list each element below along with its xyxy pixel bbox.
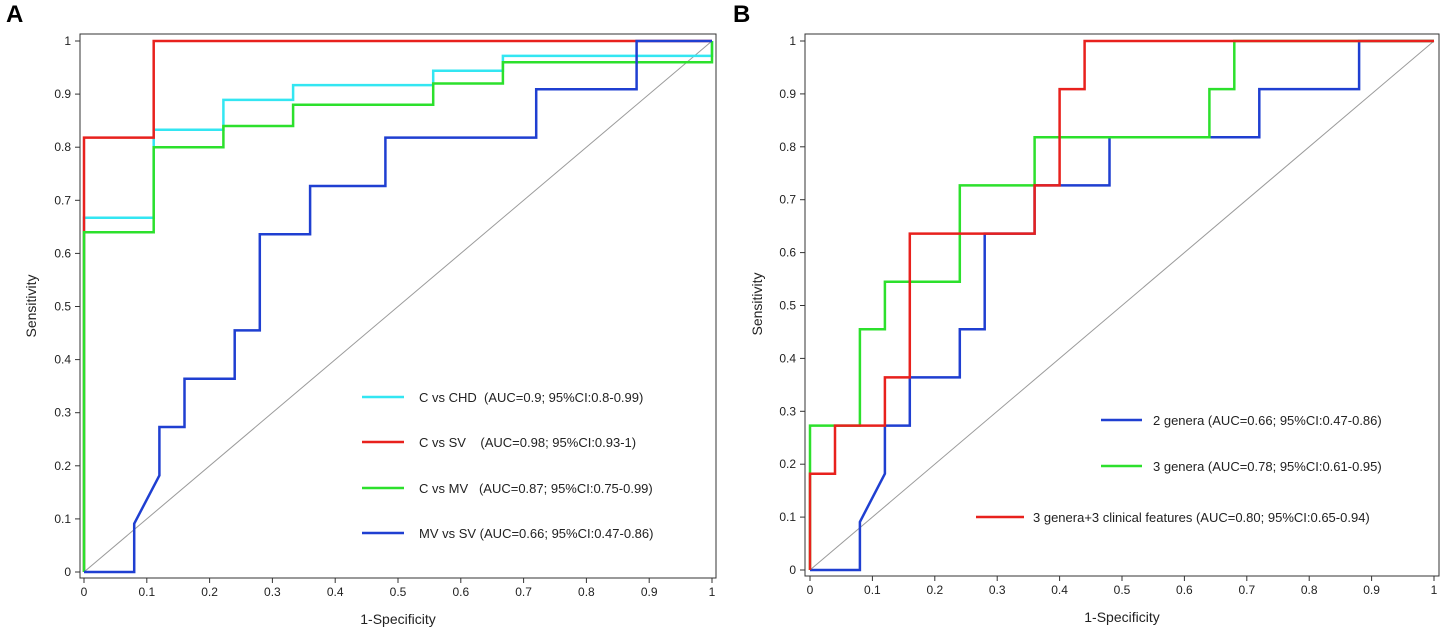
panel-b-y-tick-label: 0 — [789, 563, 796, 577]
panel-b-x-tick-label: 0.4 — [1051, 583, 1068, 597]
legend-label-c-vs-sv: C vs SV (AUC=0.98; 95%CI:0.93-1) — [419, 435, 636, 450]
panel-b-letter: B — [733, 1, 750, 28]
panel-b-roc-curve-2-genera — [810, 39, 1434, 572]
panel-a-y-tick-label: 0.5 — [54, 300, 71, 314]
panel-b-x-tick-label: 1 — [1431, 583, 1438, 597]
legend-label-2-genera: 2 genera (AUC=0.66; 95%CI:0.47-0.86) — [1153, 413, 1382, 428]
panel-a-x-tick-label: 0.5 — [390, 585, 407, 599]
panel-a-x-tick-label: 0.2 — [201, 585, 218, 599]
panel-b-reference-diagonal — [809, 40, 1435, 571]
panel-a-x-tick-label: 0.4 — [327, 585, 344, 599]
panel-a-y-tick-label: 0.7 — [54, 193, 71, 207]
panel-a-x-tick-label: 0.6 — [452, 585, 469, 599]
panel-a-x-tick-label: 0.7 — [515, 585, 532, 599]
panel-b-y-tick-label: 0.8 — [779, 140, 796, 154]
panel-b-y-tick-label: 0.7 — [779, 193, 796, 207]
panel-b: B 0 0.1 0.2 0.3 0.4 0.5 0.6 0.7 0.8 0.9 1 0 0.1 0.2 0.… — [733, 1, 1440, 625]
panel-b-x-tick-label: 0.8 — [1301, 583, 1318, 597]
panel-a: A 0 0.1 0.2 0.3 0.4 0.5 0.6 0.7 0.8 0.9 1 0 0.1 0.2 0.… — [6, 1, 717, 627]
panel-b-x-tick-label: 0 — [807, 583, 814, 597]
panel-b-roc-curve-3-genera — [808, 39, 1434, 570]
panel-a-x-tick-label: 0 — [81, 585, 88, 599]
legend-label-c-vs-chd: C vs CHD (AUC=0.9; 95%CI:0.8-0.99) — [419, 390, 643, 405]
legend-label-mv-vs-sv: MV vs SV (AUC=0.66; 95%CI:0.47-0.86) — [419, 526, 653, 541]
panel-b-roc-curve-3-genera-3-clinical-features — [808, 39, 1434, 570]
panel-a-y-tick-label: 0.8 — [54, 140, 71, 154]
panel-a-y-tick-label: 1 — [64, 34, 71, 48]
panel-a-y-tick-label: 0 — [64, 565, 71, 579]
panel-b-y-tick-label: 1 — [789, 34, 796, 48]
panel-b-y-tick-label: 0.6 — [779, 246, 796, 260]
panel-a-roc-curve-c-vs-mv — [82, 41, 714, 572]
panel-a-y-tick-label: 0.4 — [54, 353, 71, 367]
panel-a-x-tick-label: 0.3 — [264, 585, 281, 599]
panel-b-x-tick-label: 0.5 — [1114, 583, 1131, 597]
panel-a-roc-curve-mv-vs-sv — [84, 39, 712, 574]
panel-b-axes: 0 0.1 0.2 0.3 0.4 0.5 0.6 0.7 0.8 0.9 1 0 0.1 0.2 0.3 0… — [779, 34, 1437, 597]
panel-a-y-tick-label: 0.9 — [54, 87, 71, 101]
panel-a-y-tick-label: 0.1 — [54, 512, 71, 526]
panel-b-y-tick-label: 0.9 — [779, 87, 796, 101]
panel-a-x-tick-label: 0.1 — [138, 585, 155, 599]
panel-a-y-tick-label: 0.3 — [54, 406, 71, 420]
panel-b-y-tick-label: 0.2 — [779, 457, 796, 471]
legend-label-3-genera: 3 genera (AUC=0.78; 95%CI:0.61-0.95) — [1153, 459, 1382, 474]
panel-a-y-tick-label: 0.2 — [54, 459, 71, 473]
legend-label-c-vs-mv: C vs MV (AUC=0.87; 95%CI:0.75-0.99) — [419, 481, 653, 496]
legend-label-3-genera-3-clinical: 3 genera+3 clinical features (AUC=0.80; … — [1033, 510, 1370, 525]
panel-b-x-tick-label: 0.3 — [989, 583, 1006, 597]
panel-b-x-tick-label: 0.9 — [1363, 583, 1380, 597]
panel-a-y-tick-label: 0.6 — [54, 246, 71, 260]
panel-b-y-tick-label: 0.5 — [779, 299, 796, 313]
panel-a-curves — [82, 39, 714, 574]
panel-a-axes: 0 0.1 0.2 0.3 0.4 0.5 0.6 0.7 0.8 0.9 1 0 0.1 0.2 0.3 0… — [54, 34, 715, 599]
panel-b-x-tick-label: 0.2 — [926, 583, 943, 597]
panel-a-x-tick-label: 1 — [709, 585, 716, 599]
panel-b-x-axis-title: 1-Specificity — [1084, 609, 1159, 625]
panel-a-legend: C vs CHD (AUC=0.9; 95%CI:0.8-0.99) C vs … — [362, 390, 653, 541]
panel-b-y-tick-label: 0.4 — [779, 351, 796, 365]
panel-b-y-tick-label: 0.3 — [779, 404, 796, 418]
panel-b-x-tick-label: 0.6 — [1176, 583, 1193, 597]
panel-a-x-axis-title: 1-Specificity — [360, 611, 435, 627]
panel-b-y-tick-label: 0.1 — [779, 510, 796, 524]
panel-a-letter: A — [6, 1, 23, 28]
panel-b-curves — [808, 39, 1435, 572]
panel-b-y-axis-title: Sensitivity — [749, 272, 765, 335]
panel-a-reference-diagonal — [83, 40, 713, 573]
panel-b-legend: 2 genera (AUC=0.66; 95%CI:0.47-0.86) 3 g… — [976, 413, 1382, 525]
panel-b-x-tick-label: 0.1 — [864, 583, 881, 597]
panel-a-x-tick-label: 0.9 — [641, 585, 658, 599]
panel-a-y-axis-title: Sensitivity — [23, 274, 39, 337]
panel-a-x-tick-label: 0.8 — [578, 585, 595, 599]
panel-b-x-tick-label: 0.7 — [1238, 583, 1255, 597]
